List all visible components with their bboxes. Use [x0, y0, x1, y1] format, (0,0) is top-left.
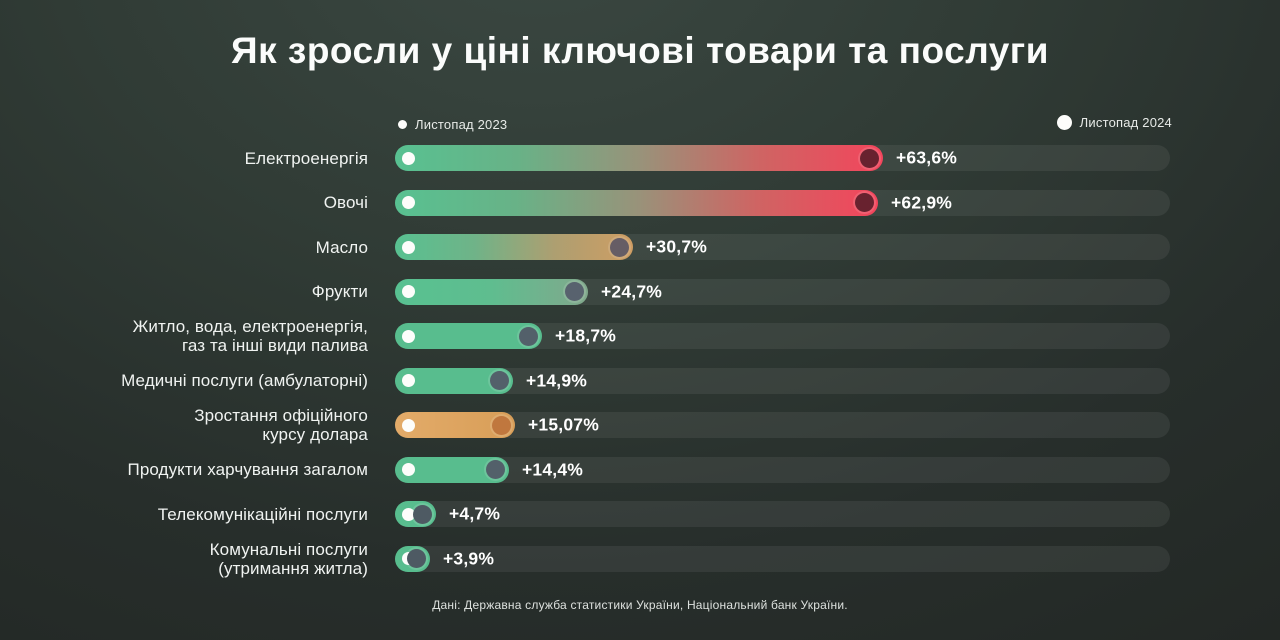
bar-fill: [395, 456, 509, 483]
start-dot-2023: [402, 196, 415, 210]
start-dot-2023: [402, 240, 415, 254]
end-dot-2024: [519, 326, 538, 346]
bar-value: +4,7%: [449, 503, 501, 524]
bar-fill: [395, 323, 542, 350]
bar-track: +18,7%: [395, 323, 1170, 350]
end-dot-2024: [565, 282, 584, 302]
bar-value: +18,7%: [555, 325, 617, 346]
chart-row: Фрукти +24,7%: [0, 270, 1280, 315]
chart-row: Овочі +62,9%: [0, 181, 1280, 226]
bar-track: +62,9%: [395, 189, 1170, 216]
chart-row: Електроенергія +63,6%: [0, 136, 1280, 181]
legend-row: Листопад 2023 Листопад 2024: [0, 112, 1280, 138]
row-label: Медичні послуги (амбулаторні): [121, 371, 368, 391]
bar-fill: [395, 278, 588, 305]
bar-fill: [395, 145, 883, 172]
legend-2024-dot-icon: [1056, 115, 1072, 130]
bar-fill: [395, 189, 878, 216]
bar-value: +63,6%: [896, 147, 958, 168]
start-dot-2023: [402, 418, 415, 432]
bar-track: +3,9%: [395, 545, 1170, 572]
legend-2023-label: Листопад 2023: [415, 117, 508, 132]
bar-value: +15,07%: [528, 414, 599, 435]
row-label: Комунальні послуги (утримання житла): [209, 539, 368, 578]
source-note: Дані: Державна служба статистики України…: [432, 598, 848, 612]
bar-value: +30,7%: [646, 236, 708, 257]
bar-fill: [395, 545, 430, 572]
start-dot-2023: [402, 507, 415, 521]
end-dot-2024: [610, 237, 629, 257]
legend-2024-label: Листопад 2024: [1079, 115, 1172, 130]
bar-fill: [395, 234, 633, 261]
bar-fill: [395, 367, 513, 394]
start-dot-2023: [402, 285, 415, 299]
legend-2023: Листопад 2023: [398, 117, 507, 132]
end-dot-2024: [407, 549, 426, 569]
start-dot-2023: [402, 151, 415, 165]
end-dot-2024: [855, 193, 874, 213]
bar-track: +30,7%: [395, 234, 1170, 261]
bar-track: +14,9%: [395, 367, 1170, 394]
bar-value: +62,9%: [891, 192, 953, 213]
chart-row: Продукти харчування загалом +14,4%: [0, 448, 1280, 493]
bar-track: +24,7%: [395, 278, 1170, 305]
row-label: Фрукти: [311, 282, 368, 302]
bar-value: +14,4%: [522, 459, 584, 480]
bar-track: +15,07%: [395, 412, 1170, 439]
legend-2023-dot-icon: [398, 120, 407, 129]
row-label: Зростання офіційного курсу долара: [194, 406, 368, 445]
chart-row: Житло, вода, електроенергія, газ та інші…: [0, 314, 1280, 359]
bar-track: +14,4%: [395, 456, 1170, 483]
bar-track: +4,7%: [395, 501, 1170, 528]
start-dot-2023: [402, 463, 415, 477]
row-label: Телекомунікаційні послуги: [157, 504, 368, 524]
bar-track: +63,6%: [395, 145, 1170, 172]
chart-row: Телекомунікаційні послуги +4,7%: [0, 492, 1280, 537]
bars-area: Електроенергія +63,6% Овочі +62,9% Масло +30,…: [0, 136, 1280, 581]
start-dot-2023: [402, 374, 415, 388]
end-dot-2024: [486, 460, 505, 480]
chart-row: Медичні послуги (амбулаторні) +14,9%: [0, 359, 1280, 404]
chart-row: Комунальні послуги (утримання житла) +3,9…: [0, 537, 1280, 582]
end-dot-2024: [492, 415, 511, 435]
bar-fill: [395, 412, 515, 439]
row-label: Масло: [315, 237, 368, 257]
page-title: Як зросли у ціні ключові товари та послу…: [231, 30, 1049, 71]
bar-value: +24,7%: [601, 281, 663, 302]
row-label: Житло, вода, електроенергія, газ та інші…: [132, 317, 368, 356]
row-label: Овочі: [323, 193, 368, 213]
row-label: Електроенергія: [244, 148, 368, 168]
end-dot-2024: [413, 504, 432, 524]
bar-fill: [395, 501, 436, 528]
end-dot-2024: [490, 371, 509, 391]
row-label: Продукти харчування загалом: [127, 460, 368, 480]
legend-2024: Листопад 2024: [1056, 115, 1172, 130]
chart-row: Зростання офіційного курсу долара +15,07%: [0, 403, 1280, 448]
start-dot-2023: [402, 329, 415, 343]
end-dot-2024: [860, 148, 879, 168]
bar-value: +14,9%: [526, 370, 588, 391]
chart-row: Масло +30,7%: [0, 225, 1280, 270]
bar-value: +3,9%: [443, 548, 495, 569]
